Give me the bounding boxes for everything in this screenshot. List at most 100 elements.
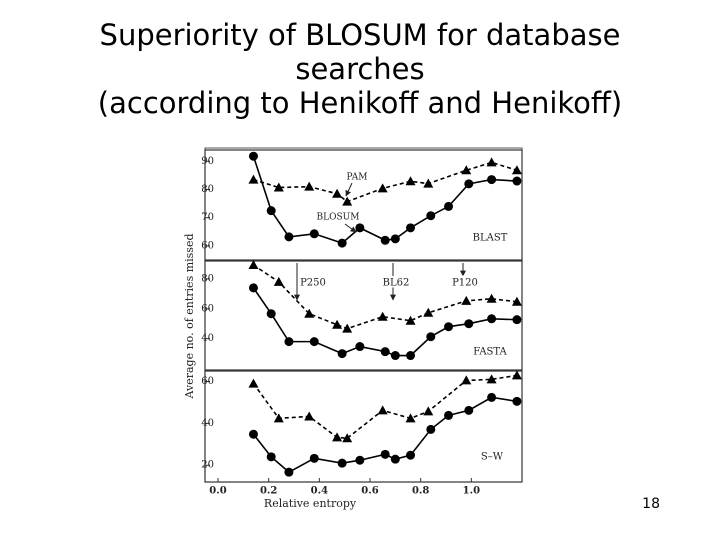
point: [512, 396, 522, 406]
x-tick-label: 0.4: [311, 486, 328, 497]
x-axis-label: Relative entropy: [264, 497, 357, 510]
point: [284, 337, 294, 347]
y-tick-label: 40: [201, 333, 214, 344]
point: [355, 342, 365, 352]
point: [304, 308, 315, 318]
panel-label: FASTA: [473, 347, 507, 358]
point: [487, 175, 497, 185]
point: [426, 332, 436, 342]
point: [390, 454, 400, 464]
point: [390, 234, 400, 244]
point: [332, 188, 343, 198]
point: [284, 467, 294, 477]
annotation-arrow: [345, 182, 353, 197]
annotation: P120: [452, 278, 478, 289]
x-tick-label: 0.6: [361, 486, 378, 497]
y-tick-label: 70: [201, 212, 214, 223]
x-tick-label: 0.2: [260, 486, 277, 497]
point: [464, 405, 474, 415]
point: [309, 453, 319, 463]
annotation-arrow: [344, 223, 357, 233]
point: [342, 433, 353, 443]
point: [342, 196, 353, 206]
point: [273, 413, 284, 423]
y-tick-label: 20: [201, 460, 214, 471]
point: [355, 223, 365, 233]
point: [273, 276, 284, 286]
point: [405, 176, 416, 186]
point: [266, 206, 276, 216]
y-tick-label: 40: [201, 418, 214, 429]
point: [511, 296, 522, 306]
point: [405, 315, 416, 325]
point: [486, 293, 497, 303]
point: [390, 351, 400, 361]
series-line: [252, 396, 518, 474]
point: [337, 238, 347, 248]
point: [444, 410, 454, 420]
title-line: (according to Henikoff and Henikoff): [97, 86, 623, 120]
point: [377, 311, 388, 321]
point: [406, 450, 416, 460]
point: [487, 314, 497, 324]
point: [342, 323, 353, 333]
point: [461, 165, 472, 175]
point: [426, 211, 436, 221]
point: [309, 337, 319, 347]
point: [406, 223, 416, 233]
point: [337, 458, 347, 468]
point: [464, 179, 474, 189]
page-number: 18: [642, 496, 660, 512]
point: [266, 309, 276, 319]
title-line: Superiority of BLOSUM for database searc…: [99, 18, 621, 86]
point: [248, 378, 259, 388]
series-name: PAM: [347, 173, 368, 183]
point: [377, 405, 388, 415]
y-tick-label: 60: [201, 240, 214, 251]
point: [284, 232, 294, 242]
x-tick-label: 1.0: [463, 486, 480, 497]
point: [444, 322, 454, 332]
y-tick-label: 90: [201, 156, 214, 167]
point: [406, 351, 416, 361]
point: [486, 157, 497, 167]
panel-frame: [204, 149, 523, 261]
y-tick-label: 80: [201, 184, 214, 195]
panel-frame: [204, 260, 523, 371]
point: [444, 201, 454, 211]
point: [512, 315, 522, 325]
point: [380, 235, 390, 245]
series-line: [252, 287, 517, 357]
point: [332, 319, 343, 329]
point: [512, 176, 522, 186]
point: [511, 370, 522, 380]
point: [377, 183, 388, 193]
x-tick-label: 0.0: [209, 486, 226, 497]
point: [273, 182, 284, 192]
point: [380, 449, 390, 459]
point: [355, 455, 365, 465]
point: [248, 283, 258, 293]
annotation: P250: [300, 278, 326, 289]
point: [309, 229, 319, 239]
series-line: [252, 374, 518, 440]
slide-title: Superiority of BLOSUM for database searc…: [60, 18, 660, 120]
point: [423, 406, 434, 416]
panel-frame: [204, 370, 523, 483]
point: [487, 392, 497, 402]
annotation: BL62: [383, 278, 410, 289]
y-tick-label: 60: [201, 376, 214, 387]
point: [461, 295, 472, 305]
point: [426, 424, 436, 434]
point: [423, 178, 434, 188]
y-axis-label: Average no. of entries missed: [183, 233, 196, 399]
point: [248, 429, 258, 439]
y-tick-label: 60: [201, 303, 214, 314]
series-line: [252, 155, 517, 244]
point: [486, 374, 497, 384]
point: [405, 413, 416, 423]
point: [337, 349, 347, 359]
point: [332, 432, 343, 442]
